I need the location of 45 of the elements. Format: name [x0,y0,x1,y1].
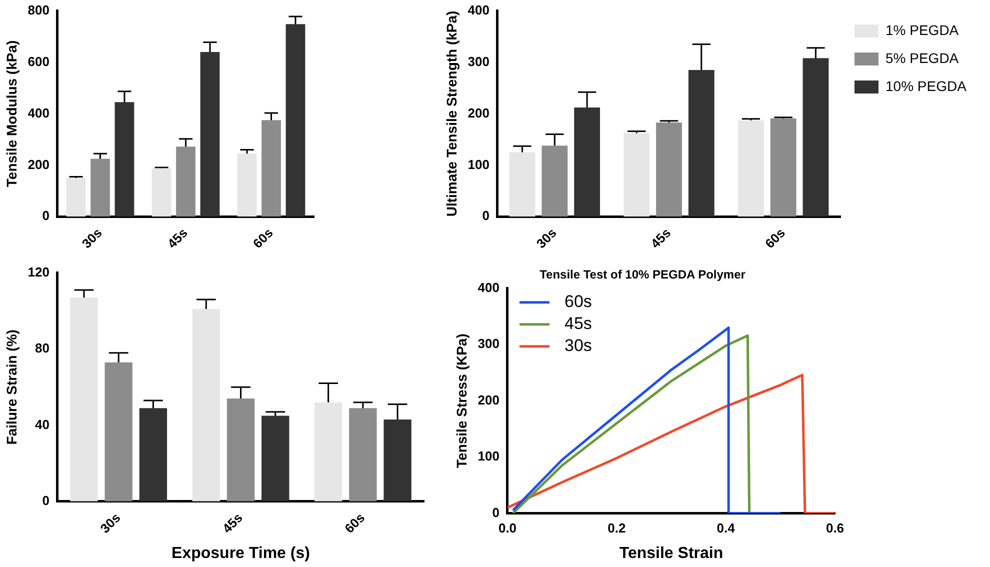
legend-label: 30s [564,336,592,356]
y-tick-label: 200 [28,156,50,172]
y-tick-label: 100 [478,448,500,464]
x-tick-label: 0.2 [608,520,626,536]
x-tick-label: 30s [97,510,124,536]
x-tick-label: 0.6 [826,520,844,536]
x-tick-label: 30s [78,225,105,252]
y-tick-label: 400 [28,105,50,120]
x-tick-label: 60s [342,510,368,536]
y-tick-label: 40 [35,416,50,432]
x-tick-label: 45s [219,510,246,536]
y-tick-label: 300 [468,54,490,69]
x-tick-label: 60s [762,225,788,252]
y-tick-label: 100 [468,156,490,172]
y-tick-label: 400 [468,2,490,18]
y-tick-label: 120 [28,264,50,280]
y-tick-label: 200 [478,392,500,408]
legend-label: 5% PEGDA [886,50,960,66]
y-tick-label: 300 [478,336,500,352]
y-tick-label: 600 [28,54,50,69]
y-tick-label: 0 [482,208,490,224]
y-tick-label: 0 [42,208,50,224]
x-tick-label: 0.4 [716,520,736,536]
y-axis-title: Ultimate Tensile Strength (kPa) [443,10,460,217]
x-tick-label: 0.0 [498,520,517,536]
x-tick-label: 60s [250,225,276,252]
legend-label: 10% PEGDA [886,78,968,94]
legend-label: 60s [564,292,592,312]
x-tick-label: 45s [164,225,190,252]
y-axis-title: Tensile Modulus (kPa) [3,40,20,188]
x-tick-label: 45s [648,225,674,252]
y-tick-label: 0 [42,493,50,508]
x-axis-title: Exposure Time (s) [172,544,310,562]
x-axis-title: Tensile Strain [619,544,724,562]
chart-title: Tensile Test of 10% PEGDA Polymer [540,268,746,282]
legend-label: 1% PEGDA [886,22,960,38]
y-tick-label: 80 [35,340,50,356]
x-tick-label: 30s [533,225,560,252]
y-axis-title: Tensile Stress (KPa) [453,334,470,468]
y-tick-label: 200 [468,105,490,120]
y-axis-title: Failure Strain (%) [3,330,20,445]
y-tick-label: 400 [478,280,500,295]
y-tick-label: 800 [28,2,50,18]
legend-label: 45s [564,314,592,334]
y-tick-label: 0 [492,504,500,520]
